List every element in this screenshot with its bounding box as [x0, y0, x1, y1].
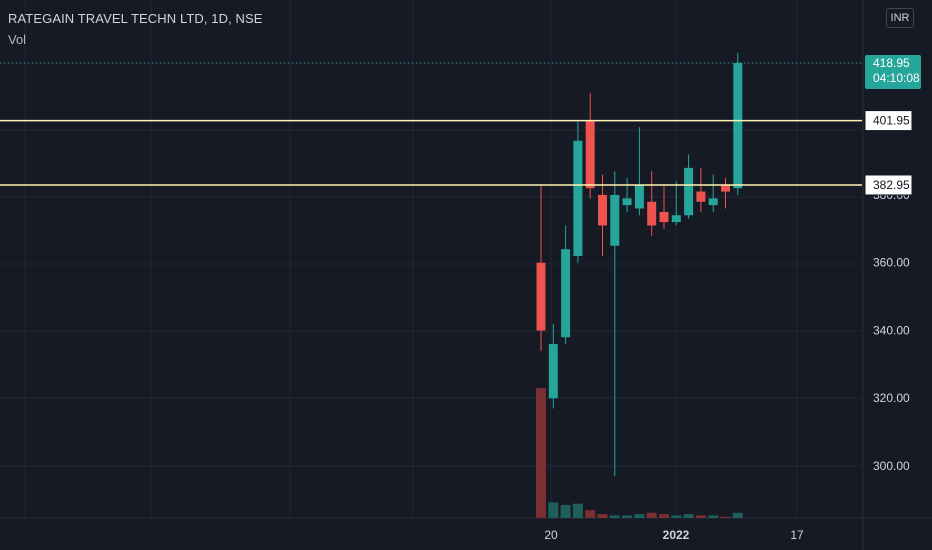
- volume-bar: [597, 514, 608, 518]
- volume-bar: [646, 512, 657, 518]
- volume-bar: [695, 515, 706, 518]
- candle-body: [684, 167, 694, 216]
- candle-body: [598, 194, 607, 226]
- candle-body: [622, 198, 632, 206]
- candle-body: [696, 191, 706, 202]
- last-price-label: 418.95: [873, 56, 910, 70]
- volume-bar: [536, 388, 546, 518]
- time-axis-label: 2022: [663, 528, 690, 542]
- volume-bar: [609, 515, 620, 518]
- currency-badge[interactable]: INR: [886, 8, 914, 28]
- candle-body: [536, 262, 546, 331]
- price-axis-label: 360.00: [873, 256, 910, 270]
- candle-body: [659, 211, 669, 223]
- volume-legend-label: Vol: [8, 32, 27, 47]
- last-price-badge: [865, 55, 921, 89]
- price-axis-label: 340.00: [873, 323, 910, 337]
- volume-bar: [671, 515, 682, 518]
- horizontal-line-price-label: 401.95: [873, 114, 910, 128]
- candle-body: [733, 63, 743, 189]
- volume-bar: [708, 515, 719, 518]
- candle-body: [573, 140, 583, 256]
- bar-countdown-label: 04:10:08: [873, 71, 920, 85]
- horizontal-line-price-label: 382.95: [873, 178, 910, 192]
- price-axis-label: 320.00: [873, 391, 910, 405]
- time-axis-label: 20: [544, 528, 558, 542]
- candle-body: [561, 249, 571, 338]
- candle-body: [610, 194, 620, 246]
- candle-body: [671, 215, 681, 223]
- candle-body: [647, 201, 657, 226]
- volume-bar: [585, 510, 596, 518]
- chart-legend-title: RATEGAIN TRAVEL TECHN LTD, 1D, NSE: [8, 11, 263, 26]
- price-axis-label: 300.00: [873, 459, 910, 473]
- candle-body: [634, 184, 644, 209]
- volume-bar: [732, 512, 743, 518]
- volume-bar: [659, 514, 669, 518]
- time-axis-label: 17: [790, 528, 804, 542]
- candle-body: [548, 344, 558, 399]
- horizontal-line-price-box: [864, 110, 913, 132]
- candle-body: [585, 120, 595, 189]
- horizontal-line-price-box: [864, 174, 913, 196]
- volume-bar: [634, 514, 645, 518]
- volume-bar: [548, 502, 559, 518]
- volume-bar: [683, 514, 694, 518]
- volume-bar: [560, 505, 571, 518]
- candle-body: [708, 198, 718, 206]
- volume-bar: [622, 515, 633, 518]
- candle-body: [721, 184, 730, 192]
- volume-bar: [720, 516, 731, 518]
- volume-bar: [572, 503, 583, 518]
